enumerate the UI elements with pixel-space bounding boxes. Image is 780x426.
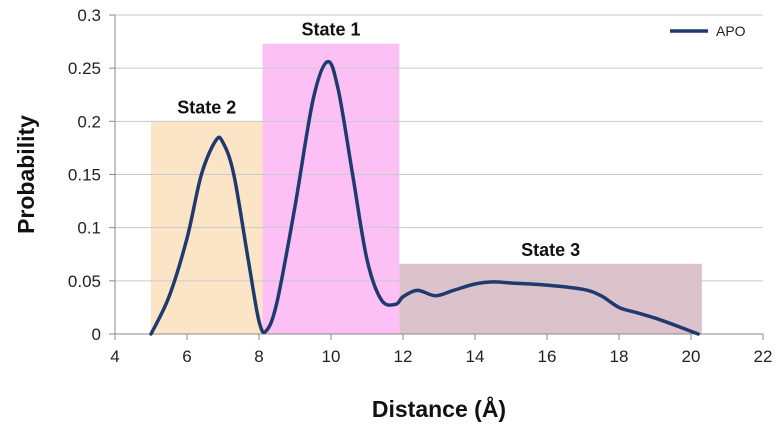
label-state-3: State 3 (521, 240, 580, 260)
y-tick-label: 0.15 (68, 166, 101, 185)
y-tick-label: 0.25 (68, 59, 101, 78)
x-tick-label: 8 (254, 347, 263, 366)
state-labels: State 2 State 1 State 3 (177, 20, 580, 260)
axes (109, 14, 764, 340)
label-state-2: State 2 (177, 97, 236, 117)
y-tick-label: 0.2 (77, 112, 101, 131)
region-state-1 (262, 43, 400, 335)
x-tick-label: 14 (466, 347, 485, 366)
x-tick-label: 4 (110, 347, 119, 366)
x-tick-label: 6 (182, 347, 191, 366)
y-tick-label: 0.05 (68, 272, 101, 291)
y-tick-label: 0.1 (77, 219, 101, 238)
series-line-apo (149, 59, 700, 336)
series-lines (149, 59, 700, 336)
region-state-3 (399, 263, 702, 334)
x-tick-label: 12 (394, 347, 413, 366)
label-state-1: State 1 (301, 20, 360, 40)
x-axis-title: Distance (Å) (372, 395, 506, 422)
tick-labels: 4 6 8 10 12 14 16 18 20 22 0 0.05 0.1 0.15 0.2 0.25 0.3 (68, 6, 773, 366)
legend: APO (670, 23, 746, 39)
x-tick-label: 20 (682, 347, 701, 366)
x-tick-label: 18 (610, 347, 629, 366)
y-tick-label: 0 (92, 325, 101, 344)
x-tick-label: 22 (754, 347, 773, 366)
y-tick-label: 0.3 (77, 6, 101, 25)
y-axis-title: Probability (13, 115, 39, 234)
x-tick-label: 10 (322, 347, 341, 366)
state-regions (151, 43, 702, 335)
legend-label-apo: APO (716, 23, 746, 39)
x-tick-label: 16 (538, 347, 557, 366)
